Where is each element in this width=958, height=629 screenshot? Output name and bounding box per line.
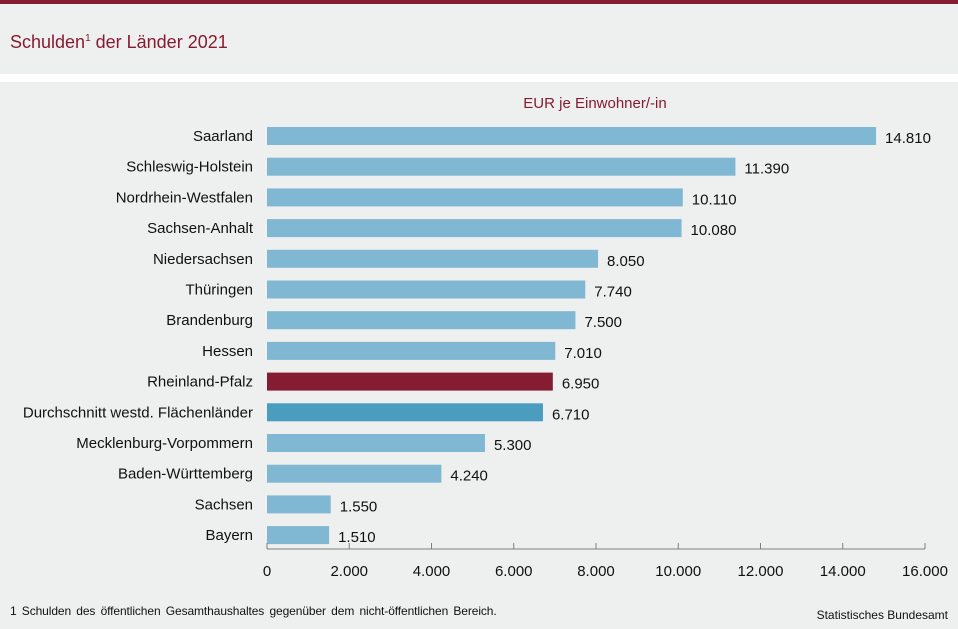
bar — [267, 341, 556, 360]
bar — [267, 249, 599, 268]
bar — [267, 311, 576, 330]
value-label: 8.050 — [607, 253, 645, 270]
chart-header: Schulden1 der Länder 2021 — [0, 4, 958, 74]
value-label: 6.710 — [552, 406, 590, 423]
category-label: Bayern — [205, 527, 253, 544]
bar-row: Schleswig-Holstein 11.390 — [126, 157, 789, 178]
category-label: Mecklenburg-Vorpommern — [76, 435, 253, 452]
value-label: 10.080 — [691, 222, 737, 239]
category-label: Baden-Württemberg — [118, 466, 253, 483]
bar-row: Sachsen-Anhalt 10.080 — [147, 219, 736, 239]
category-label: Saarland — [193, 128, 253, 145]
chart-title-main: Schulden — [10, 32, 86, 52]
bar — [267, 372, 553, 391]
x-tick-label: 14.000 — [820, 563, 866, 580]
bar — [267, 188, 683, 207]
x-tick-label: 2.000 — [330, 563, 368, 580]
bar — [267, 219, 682, 238]
value-label: 4.240 — [450, 468, 488, 485]
chart-title: Schulden1 der Länder 2021 — [10, 32, 228, 53]
bar-chart: EUR je Einwohner/-in Saarland 14.810 Schle… — [23, 95, 948, 580]
category-label: Niedersachsen — [153, 251, 253, 268]
bar — [267, 280, 586, 299]
chart-panel: EUR je Einwohner/-in Saarland 14.810 Schle… — [0, 82, 958, 629]
value-label: 1.550 — [340, 498, 378, 515]
category-label: Durchschnitt westd. Flächenländer — [23, 404, 253, 421]
x-tick-label: 8.000 — [577, 563, 615, 580]
value-label: 7.500 — [584, 314, 622, 331]
bar — [267, 127, 877, 145]
bar-row: Mecklenburg-Vorpommern 5.300 — [76, 434, 532, 454]
bar-row: Saarland 14.810 — [193, 127, 931, 147]
x-axis: 0 2.000 4.000 6.000 8.000 10.000 12.000 14.000 1… — [263, 543, 948, 580]
bar — [267, 495, 331, 514]
value-label: 10.110 — [692, 191, 737, 208]
source-label: Statistisches Bundesamt — [816, 608, 948, 622]
value-label: 11.390 — [744, 161, 789, 178]
bar-row: Niedersachsen 8.050 — [153, 249, 645, 270]
chart-title-rest: der Länder 2021 — [90, 32, 228, 52]
footnote-marker: 1 — [85, 33, 91, 44]
value-label: 14.810 — [885, 130, 931, 147]
category-label: Brandenburg — [166, 312, 253, 329]
value-label: 7.010 — [564, 345, 602, 362]
category-label: Thüringen — [185, 282, 253, 299]
category-label: Rheinland-Pfalz — [147, 374, 253, 391]
x-tick-label: 6.000 — [495, 563, 533, 580]
unit-label: EUR je Einwohner/-in — [523, 95, 666, 112]
bar-row: Sachsen 1.550 — [195, 495, 378, 515]
bar-row: Brandenburg 7.500 — [166, 311, 622, 331]
bar-row: Durchschnitt westd. Flächenländer 6.710 — [23, 403, 590, 423]
bar — [267, 464, 442, 483]
bar-row: Rheinland-Pfalz 6.950 — [147, 372, 600, 393]
category-label: Schleswig-Holstein — [126, 159, 253, 176]
x-tick-label: 12.000 — [738, 563, 784, 580]
bar-row: Bayern 1.510 — [205, 526, 376, 546]
x-tick-label: 10.000 — [655, 563, 701, 580]
footnote: 1 Schulden des öffentlichen Gesamthausha… — [10, 604, 497, 618]
x-tick-label: 16.000 — [902, 563, 948, 580]
bar-row: Baden-Württemberg 4.240 — [118, 464, 488, 485]
bar — [267, 526, 330, 545]
bar-row: Thüringen 7.740 — [185, 280, 632, 301]
category-label: Sachsen-Anhalt — [147, 220, 254, 237]
value-label: 6.950 — [562, 376, 600, 393]
bars-group: Saarland 14.810 Schleswig-Holstein 11.390 No… — [23, 127, 931, 546]
value-label: 1.510 — [338, 529, 376, 546]
category-label: Nordrhein-Westfalen — [116, 189, 253, 206]
x-tick-label: 0 — [263, 563, 271, 580]
bar — [267, 157, 736, 176]
value-label: 7.740 — [594, 284, 632, 301]
bar-row: Hessen 7.010 — [202, 341, 602, 362]
value-label: 5.300 — [494, 437, 532, 454]
brand-top-bar — [0, 0, 958, 4]
category-label: Hessen — [202, 343, 253, 360]
bar — [267, 434, 485, 452]
category-label: Sachsen — [195, 496, 253, 513]
x-tick-label: 4.000 — [413, 563, 451, 580]
bar-row: Nordrhein-Westfalen 10.110 — [116, 188, 737, 208]
bar — [267, 403, 543, 422]
header-separator — [0, 74, 958, 82]
